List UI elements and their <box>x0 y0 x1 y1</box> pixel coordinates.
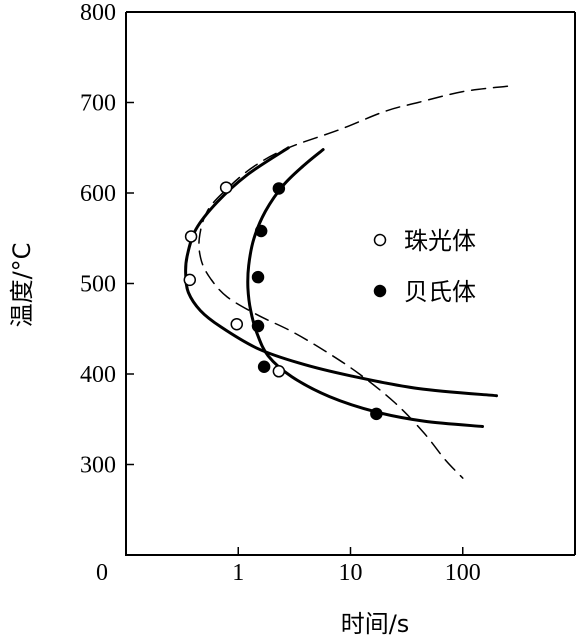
pearlite-point <box>219 181 233 194</box>
x-tick-label: 10 <box>339 560 363 586</box>
bainite-point <box>272 182 286 195</box>
legend-label-bainite: 贝氏体 <box>404 278 476 306</box>
bainite-point <box>254 224 268 238</box>
bainite-point <box>251 270 265 284</box>
legend-marker-pearlite <box>373 233 387 247</box>
y-tick-label: 500 <box>80 272 116 298</box>
y-tick-label: 600 <box>80 181 116 207</box>
legend-marker-bainite <box>373 284 387 298</box>
pearlite-point <box>184 230 198 243</box>
bainite-point <box>370 407 383 421</box>
solid-curve-0 <box>184 146 498 398</box>
x-axis-title: 时间/s <box>341 610 410 638</box>
pearlite-point <box>230 317 244 331</box>
tick-marks <box>126 11 464 555</box>
dashed-curve-2 <box>198 85 509 479</box>
pearlite-point <box>183 273 197 287</box>
bainite-point <box>257 360 271 374</box>
y-tick-label: 400 <box>80 362 116 388</box>
y-tick-label: 700 <box>80 91 116 117</box>
y-tick-label: 300 <box>80 453 116 479</box>
legend-label-pearlite: 珠光体 <box>404 227 476 255</box>
data-points <box>183 181 383 421</box>
x-tick-label: 1 <box>232 560 244 586</box>
y-tick-label: 800 <box>80 0 116 26</box>
x-tick-label: 0 <box>96 560 108 586</box>
x-tick-label: 100 <box>445 560 481 586</box>
pearlite-point <box>272 365 286 378</box>
bainite-point <box>251 319 265 333</box>
y-axis-title: 温度/°C <box>8 243 36 328</box>
tick-labels: 800 700 600 500 400 300 0 1 10 100 <box>80 0 481 586</box>
